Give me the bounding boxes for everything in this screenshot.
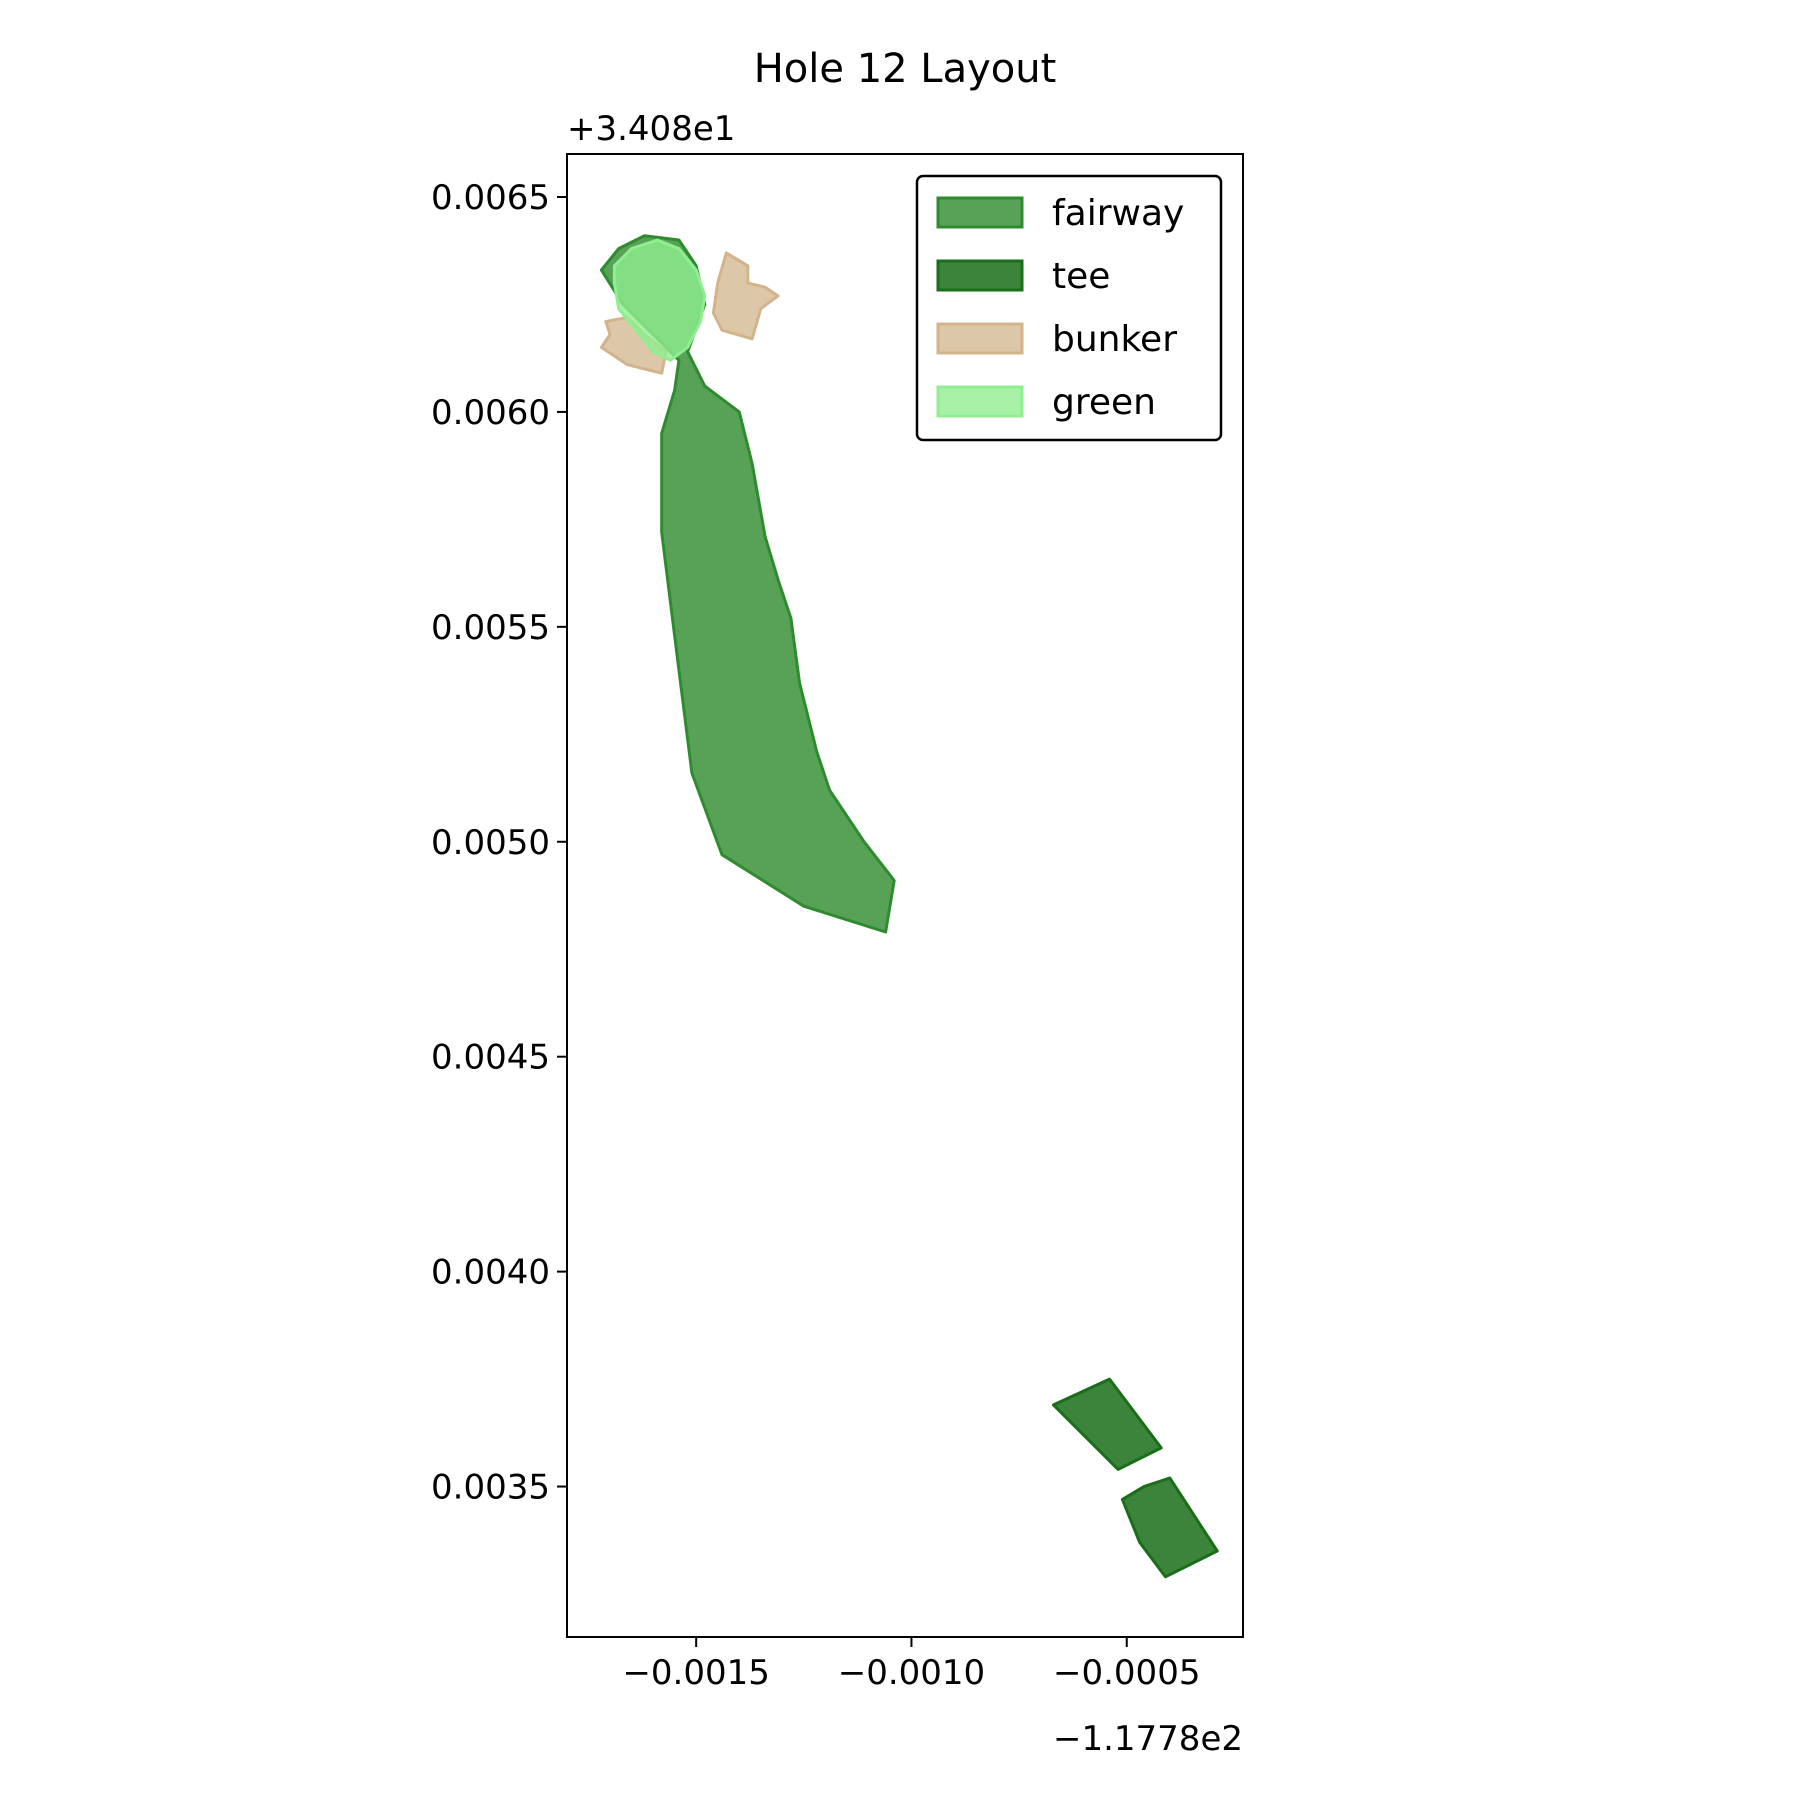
tee-polygon-1 bbox=[1052, 1377, 1163, 1471]
legend-swatch-bunker bbox=[936, 322, 1024, 355]
legend-label-fairway: fairway bbox=[1052, 193, 1184, 234]
x-axis: −0.0015 −0.0010 −0.0005 bbox=[622, 1637, 1200, 1693]
legend-swatch-tee bbox=[936, 259, 1024, 292]
legend-label-green: green bbox=[1052, 382, 1156, 423]
legend-frame bbox=[915, 174, 1223, 442]
legend: fairway tee bunker green bbox=[915, 174, 1223, 442]
y-axis-offset-label: +3.408e1 bbox=[567, 109, 735, 149]
bunker-polygon-1 bbox=[711, 251, 780, 341]
x-tick-label: −0.0015 bbox=[622, 1653, 769, 1693]
y-tick-label: 0.0050 bbox=[431, 823, 550, 863]
axes-frame bbox=[566, 153, 1244, 1638]
y-tick-label: 0.0045 bbox=[431, 1038, 550, 1078]
legend-swatch-green bbox=[936, 385, 1024, 418]
y-tick-label: 0.0065 bbox=[431, 178, 550, 218]
y-tick-label: 0.0040 bbox=[431, 1253, 550, 1293]
x-tick-label: −0.0005 bbox=[1053, 1653, 1200, 1693]
chart-title: Hole 12 Layout bbox=[754, 46, 1057, 92]
y-tick-label: 0.0035 bbox=[431, 1468, 550, 1508]
y-axis: 0.0035 0.0040 0.0045 0.0050 0.0055 0.0060 0.00… bbox=[431, 178, 567, 1508]
legend-swatch-fairway bbox=[936, 196, 1024, 229]
legend-label-tee: tee bbox=[1052, 256, 1110, 297]
y-tick-label: 0.0060 bbox=[431, 393, 550, 433]
green-polygon-1 bbox=[612, 238, 707, 362]
plot-area bbox=[599, 234, 1219, 1579]
legend-label-bunker: bunker bbox=[1052, 319, 1177, 360]
x-tick-label: −0.0010 bbox=[838, 1653, 985, 1693]
tee-polygon-2 bbox=[1120, 1476, 1219, 1579]
y-tick-label: 0.0055 bbox=[431, 608, 550, 648]
x-axis-offset-label: −1.1778e2 bbox=[1053, 1719, 1243, 1759]
